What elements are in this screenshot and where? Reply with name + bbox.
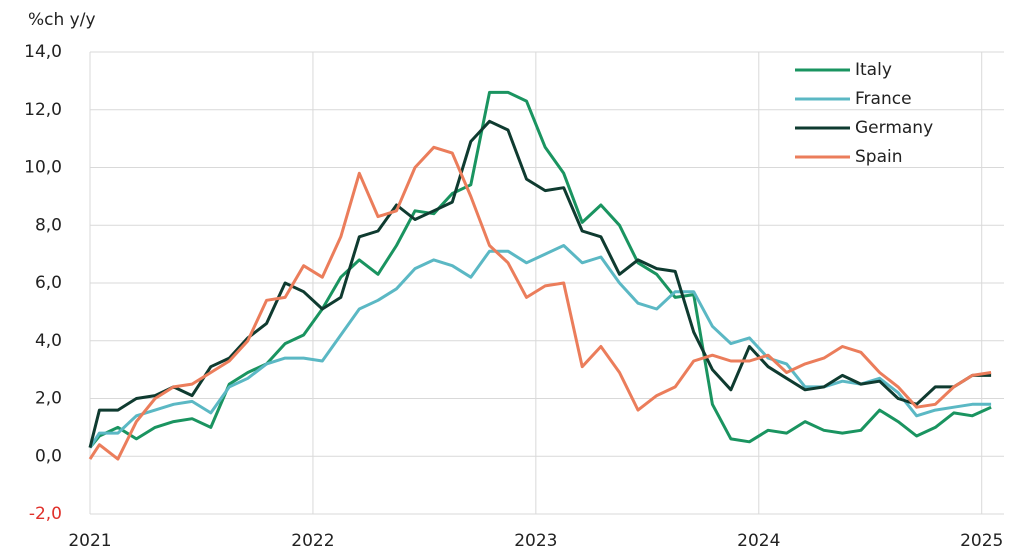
x-tick-label: 2023	[514, 531, 557, 551]
x-tick-label: 2022	[291, 531, 334, 551]
series-line	[88, 145, 992, 461]
legend-label: Italy	[855, 60, 892, 80]
y-tick-label: 4,0	[35, 331, 62, 351]
legend-label: France	[855, 89, 912, 109]
x-tick-label: 2025	[960, 531, 1003, 551]
y-tick-label: 8,0	[35, 215, 62, 235]
legend-label: Germany	[855, 118, 933, 138]
x-tick-label: 2021	[68, 531, 111, 551]
series-line	[88, 90, 992, 449]
x-tick-label: 2024	[737, 531, 780, 551]
y-tick-label: 10,0	[24, 158, 62, 178]
y-tick-label: 12,0	[24, 100, 62, 120]
y-tick-label: -2,0	[29, 504, 62, 524]
legend-label: Spain	[855, 147, 903, 167]
y-tick-label: 2,0	[35, 389, 62, 409]
y-axis-label: %ch y/y	[28, 10, 96, 30]
series-line	[88, 119, 992, 448]
y-tick-label: 0,0	[35, 446, 62, 466]
y-tick-label: 14,0	[24, 42, 62, 62]
y-tick-label: 6,0	[35, 273, 62, 293]
series-line	[88, 244, 992, 449]
